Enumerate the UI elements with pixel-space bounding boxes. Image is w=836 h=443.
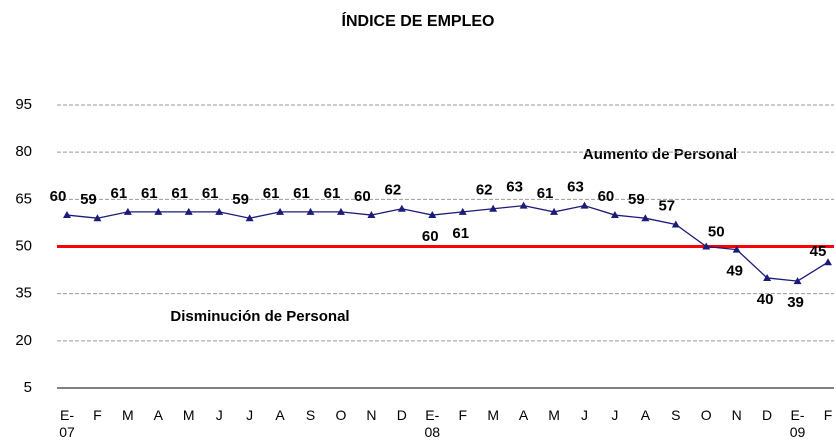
- data-point: [732, 245, 741, 253]
- x-tick-label: J: [611, 407, 619, 423]
- data-label: 39: [787, 294, 804, 311]
- x-tick-label: A: [153, 407, 163, 423]
- data-label: 61: [141, 185, 158, 202]
- x-tick-label: M: [487, 407, 499, 423]
- chart-title: ÍNDICE DE EMPLEO: [342, 11, 495, 30]
- data-point: [580, 201, 589, 209]
- x-tick-label: A: [518, 407, 529, 423]
- x-tick-label: E- 08: [424, 407, 441, 440]
- x-tick-label: F: [823, 407, 833, 423]
- data-point: [702, 242, 711, 250]
- data-label: 61: [171, 185, 188, 202]
- data-point: [276, 207, 285, 215]
- data-label: 60: [598, 188, 615, 205]
- x-tick-label: M: [122, 407, 134, 423]
- data-point: [306, 207, 315, 215]
- data-label: 62: [384, 182, 401, 199]
- y-tick-label: 35: [15, 285, 32, 302]
- data-label: 49: [726, 263, 743, 280]
- data-point: [610, 211, 619, 219]
- x-tick-label: M: [548, 407, 560, 423]
- data-point: [763, 273, 772, 281]
- data-point: [458, 207, 467, 215]
- data-label: 61: [324, 185, 341, 202]
- y-tick-label: 20: [15, 332, 32, 349]
- x-tick-label: D: [762, 407, 773, 423]
- data-label: 61: [537, 185, 554, 202]
- series-line: [66, 204, 829, 282]
- data-label: 60: [50, 188, 67, 205]
- x-tick-label: A: [275, 407, 285, 423]
- data-label: 63: [567, 179, 584, 196]
- data-label: 61: [202, 185, 219, 202]
- data-label: 45: [810, 243, 827, 260]
- data-label: 40: [757, 291, 774, 308]
- data-point: [671, 220, 680, 228]
- data-label: 59: [232, 191, 249, 208]
- data-label: 61: [452, 225, 469, 242]
- annotation: Aumento de Personal: [583, 146, 737, 163]
- y-tick-label: 80: [15, 143, 32, 160]
- data-label: 61: [111, 185, 128, 202]
- x-tick-label: F: [458, 407, 467, 423]
- x-tick-label: O: [335, 407, 347, 423]
- data-point: [793, 277, 802, 285]
- x-tick-label: O: [700, 407, 712, 423]
- x-tick-label: E- 07: [59, 407, 75, 440]
- x-tick-label: N: [366, 407, 377, 423]
- x-tick-label: D: [396, 407, 407, 423]
- data-label: 60: [422, 228, 439, 245]
- y-tick-label: 95: [15, 96, 32, 113]
- data-point: [245, 214, 254, 222]
- data-point: [397, 204, 406, 212]
- data-label: 59: [80, 191, 97, 208]
- data-label: 57: [658, 197, 675, 214]
- y-tick-label: 65: [15, 190, 32, 207]
- data-point: [519, 201, 528, 209]
- data-point: [824, 258, 832, 266]
- x-tick-label: E- 09: [789, 407, 806, 440]
- y-tick-label: 50: [15, 237, 32, 254]
- data-label: 61: [293, 185, 310, 202]
- data-point: [367, 211, 376, 219]
- x-tick-label: J: [215, 407, 223, 423]
- y-tick-label: 5: [24, 379, 32, 396]
- x-tick-label: S: [305, 407, 316, 423]
- x-tick-label: S: [671, 407, 681, 423]
- x-tick-label: J: [580, 407, 588, 423]
- data-point: [123, 207, 132, 215]
- data-point: [550, 207, 559, 215]
- x-tick-label: N: [731, 407, 742, 423]
- data-label: 62: [476, 182, 493, 199]
- data-point: [154, 207, 163, 215]
- annotation: Disminución de Personal: [170, 308, 349, 325]
- x-tick-label: A: [640, 407, 651, 423]
- data-point: [641, 214, 650, 222]
- data-point: [489, 204, 498, 212]
- data-label: 59: [628, 191, 645, 208]
- data-point: [63, 211, 71, 219]
- data-point: [93, 214, 102, 222]
- x-tick-label: J: [246, 407, 254, 423]
- data-point: [428, 211, 437, 219]
- data-point: [336, 207, 345, 215]
- data-point: [184, 207, 193, 215]
- x-tick-label: F: [93, 407, 102, 423]
- data-label: 63: [506, 179, 523, 196]
- data-label: 50: [708, 223, 725, 240]
- x-tick-label: M: [182, 407, 195, 423]
- data-label: 60: [354, 188, 371, 205]
- data-point: [215, 207, 224, 215]
- data-label: 61: [263, 185, 280, 202]
